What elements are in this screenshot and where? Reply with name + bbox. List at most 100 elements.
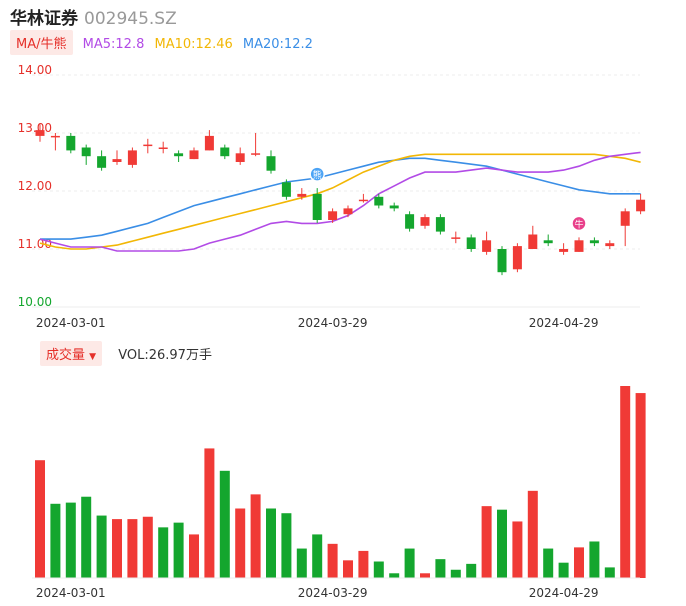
bull-marker-icon <box>571 215 587 232</box>
x-tick-label: 2024-04-29 <box>529 316 599 330</box>
volume-bar <box>389 573 400 578</box>
stock-header: 华林证券 002945.SZ <box>10 4 177 29</box>
candle-body <box>50 135 60 138</box>
candle-body <box>251 153 261 155</box>
x-tick-label: 2024-03-29 <box>298 316 368 330</box>
candle-body <box>420 217 430 226</box>
volume-bar <box>327 543 338 578</box>
volume-indicator-tag[interactable]: 成交量 ▼ <box>40 341 103 366</box>
y-tick-label: 10.00 <box>18 295 52 309</box>
candle-body <box>389 205 399 209</box>
ma5-legend: MA5:12.8 <box>82 37 145 52</box>
volume-bar <box>450 569 461 578</box>
stock-name: 华林证券 <box>10 9 78 29</box>
candle-body <box>143 144 153 147</box>
ma10-legend: MA10:12.46 <box>154 37 233 52</box>
volume-bar <box>296 548 307 578</box>
candle-body <box>66 135 76 151</box>
volume-x-tick-label: 2024-03-29 <box>298 586 368 600</box>
candle-body <box>482 240 492 252</box>
volume-bar <box>635 393 646 578</box>
volume-bar <box>112 519 122 578</box>
candle-body <box>127 150 137 165</box>
stock-code: 002945.SZ <box>84 9 177 29</box>
candle-body <box>266 156 276 171</box>
volume-bar <box>373 561 384 578</box>
volume-tag-label: 成交量 <box>46 348 86 363</box>
bear-marker-icon-glyph: 熊 <box>313 169 322 181</box>
candle-body <box>374 196 384 206</box>
volume-x-tick-label: 2024-04-29 <box>529 586 599 600</box>
y-tick-label: 12.00 <box>18 179 52 193</box>
candle-body <box>512 246 522 270</box>
volume-bar <box>527 490 538 578</box>
candle-body <box>328 211 338 220</box>
volume-bar <box>466 563 477 578</box>
candle-body <box>574 240 584 252</box>
candle-body <box>343 208 353 215</box>
candle-body <box>358 199 368 202</box>
volume-bar <box>574 547 584 578</box>
ma-legend: MA/牛熊 MA5:12.8 MA10:12.46 MA20:12.2 <box>10 30 313 55</box>
candle-body <box>636 199 646 212</box>
volume-bar <box>358 550 369 578</box>
volume-bar <box>127 519 138 578</box>
volume-bar <box>435 559 446 578</box>
y-tick-label: 13.00 <box>18 121 52 135</box>
volume-x-tick-label: 2024-03-01 <box>36 586 106 600</box>
volume-bar <box>343 560 353 578</box>
candle-body <box>451 237 461 239</box>
volume-bar <box>65 502 76 578</box>
volume-bar <box>404 548 415 578</box>
candle-body <box>220 147 230 157</box>
candle-body <box>589 240 599 244</box>
candle-body <box>235 153 245 162</box>
volume-bar <box>235 508 246 578</box>
candle-body <box>81 147 91 157</box>
candle-body <box>112 159 122 162</box>
ma-indicator-tag[interactable]: MA/牛熊 <box>10 30 73 55</box>
volume-bar <box>219 470 230 578</box>
chevron-down-icon: ▼ <box>89 352 97 362</box>
volume-bar <box>620 386 631 578</box>
volume-bar <box>35 460 45 578</box>
candle-body <box>405 214 415 229</box>
candle-body <box>204 135 214 151</box>
ma20-legend: MA20:12.2 <box>242 37 313 52</box>
volume-bar <box>281 513 292 578</box>
bull-marker-icon-glyph: 牛 <box>574 218 583 230</box>
candle-body <box>297 193 307 197</box>
candle-body <box>543 240 553 244</box>
volume-bar <box>589 541 600 578</box>
volume-bar <box>189 534 199 578</box>
volume-bar <box>96 515 107 578</box>
volume-bar <box>142 516 153 578</box>
candle-body <box>620 211 630 226</box>
volume-bar <box>204 448 215 578</box>
volume-bar <box>173 522 184 578</box>
candle-body <box>312 193 322 220</box>
volume-value: VOL:26.97万手 <box>118 348 212 363</box>
bear-marker-icon <box>309 166 325 182</box>
volume-bar <box>558 562 569 578</box>
candle-body <box>35 130 45 136</box>
volume-bar <box>420 573 430 578</box>
volume-bar <box>604 567 615 578</box>
x-tick-label: 2024-03-01 <box>36 316 106 330</box>
volume-bar <box>481 506 492 578</box>
ma5-line <box>39 151 641 252</box>
candle-body <box>97 156 107 168</box>
volume-bar <box>312 534 323 578</box>
ma10-line <box>39 153 641 250</box>
volume-bar <box>543 548 554 578</box>
ma20-line <box>40 157 641 240</box>
volume-bar <box>266 508 276 578</box>
candle-body <box>466 237 476 249</box>
candle-body <box>559 249 569 252</box>
y-tick-label: 14.00 <box>18 63 52 77</box>
candle-body <box>435 217 445 232</box>
candle-body <box>281 182 291 197</box>
volume-legend: 成交量 ▼ VOL:26.97万手 <box>40 341 212 366</box>
volume-bar <box>158 527 169 578</box>
